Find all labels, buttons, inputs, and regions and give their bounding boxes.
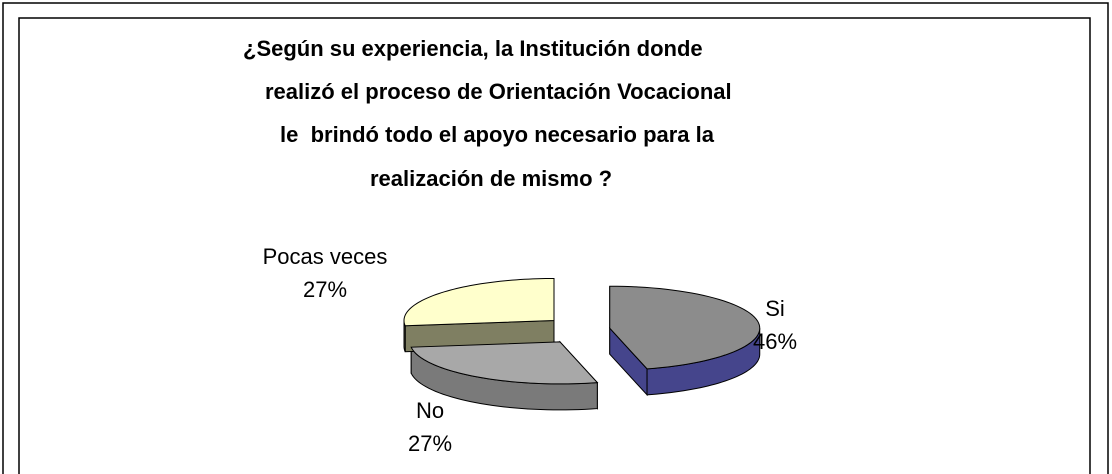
slice-value-label: 27% <box>303 277 347 302</box>
slice-label: Pocas veces <box>263 244 388 269</box>
slice <box>410 341 599 385</box>
slice-value-label: 46% <box>753 329 797 354</box>
chart-title: ¿Según su experiencia, la Institución do… <box>243 36 703 61</box>
slice <box>609 285 761 370</box>
slice-label: Si <box>765 296 785 321</box>
slice <box>403 277 555 327</box>
chart-frame <box>18 17 1091 474</box>
chart-title: le brindó todo el apoyo necesario para l… <box>280 122 715 147</box>
slice-value-label: 27% <box>408 431 452 456</box>
chart-title: realización de mismo ? <box>370 166 612 191</box>
slice-label: No <box>416 398 444 423</box>
chart-title: realizó el proceso de Orientación Vocaci… <box>265 79 732 104</box>
